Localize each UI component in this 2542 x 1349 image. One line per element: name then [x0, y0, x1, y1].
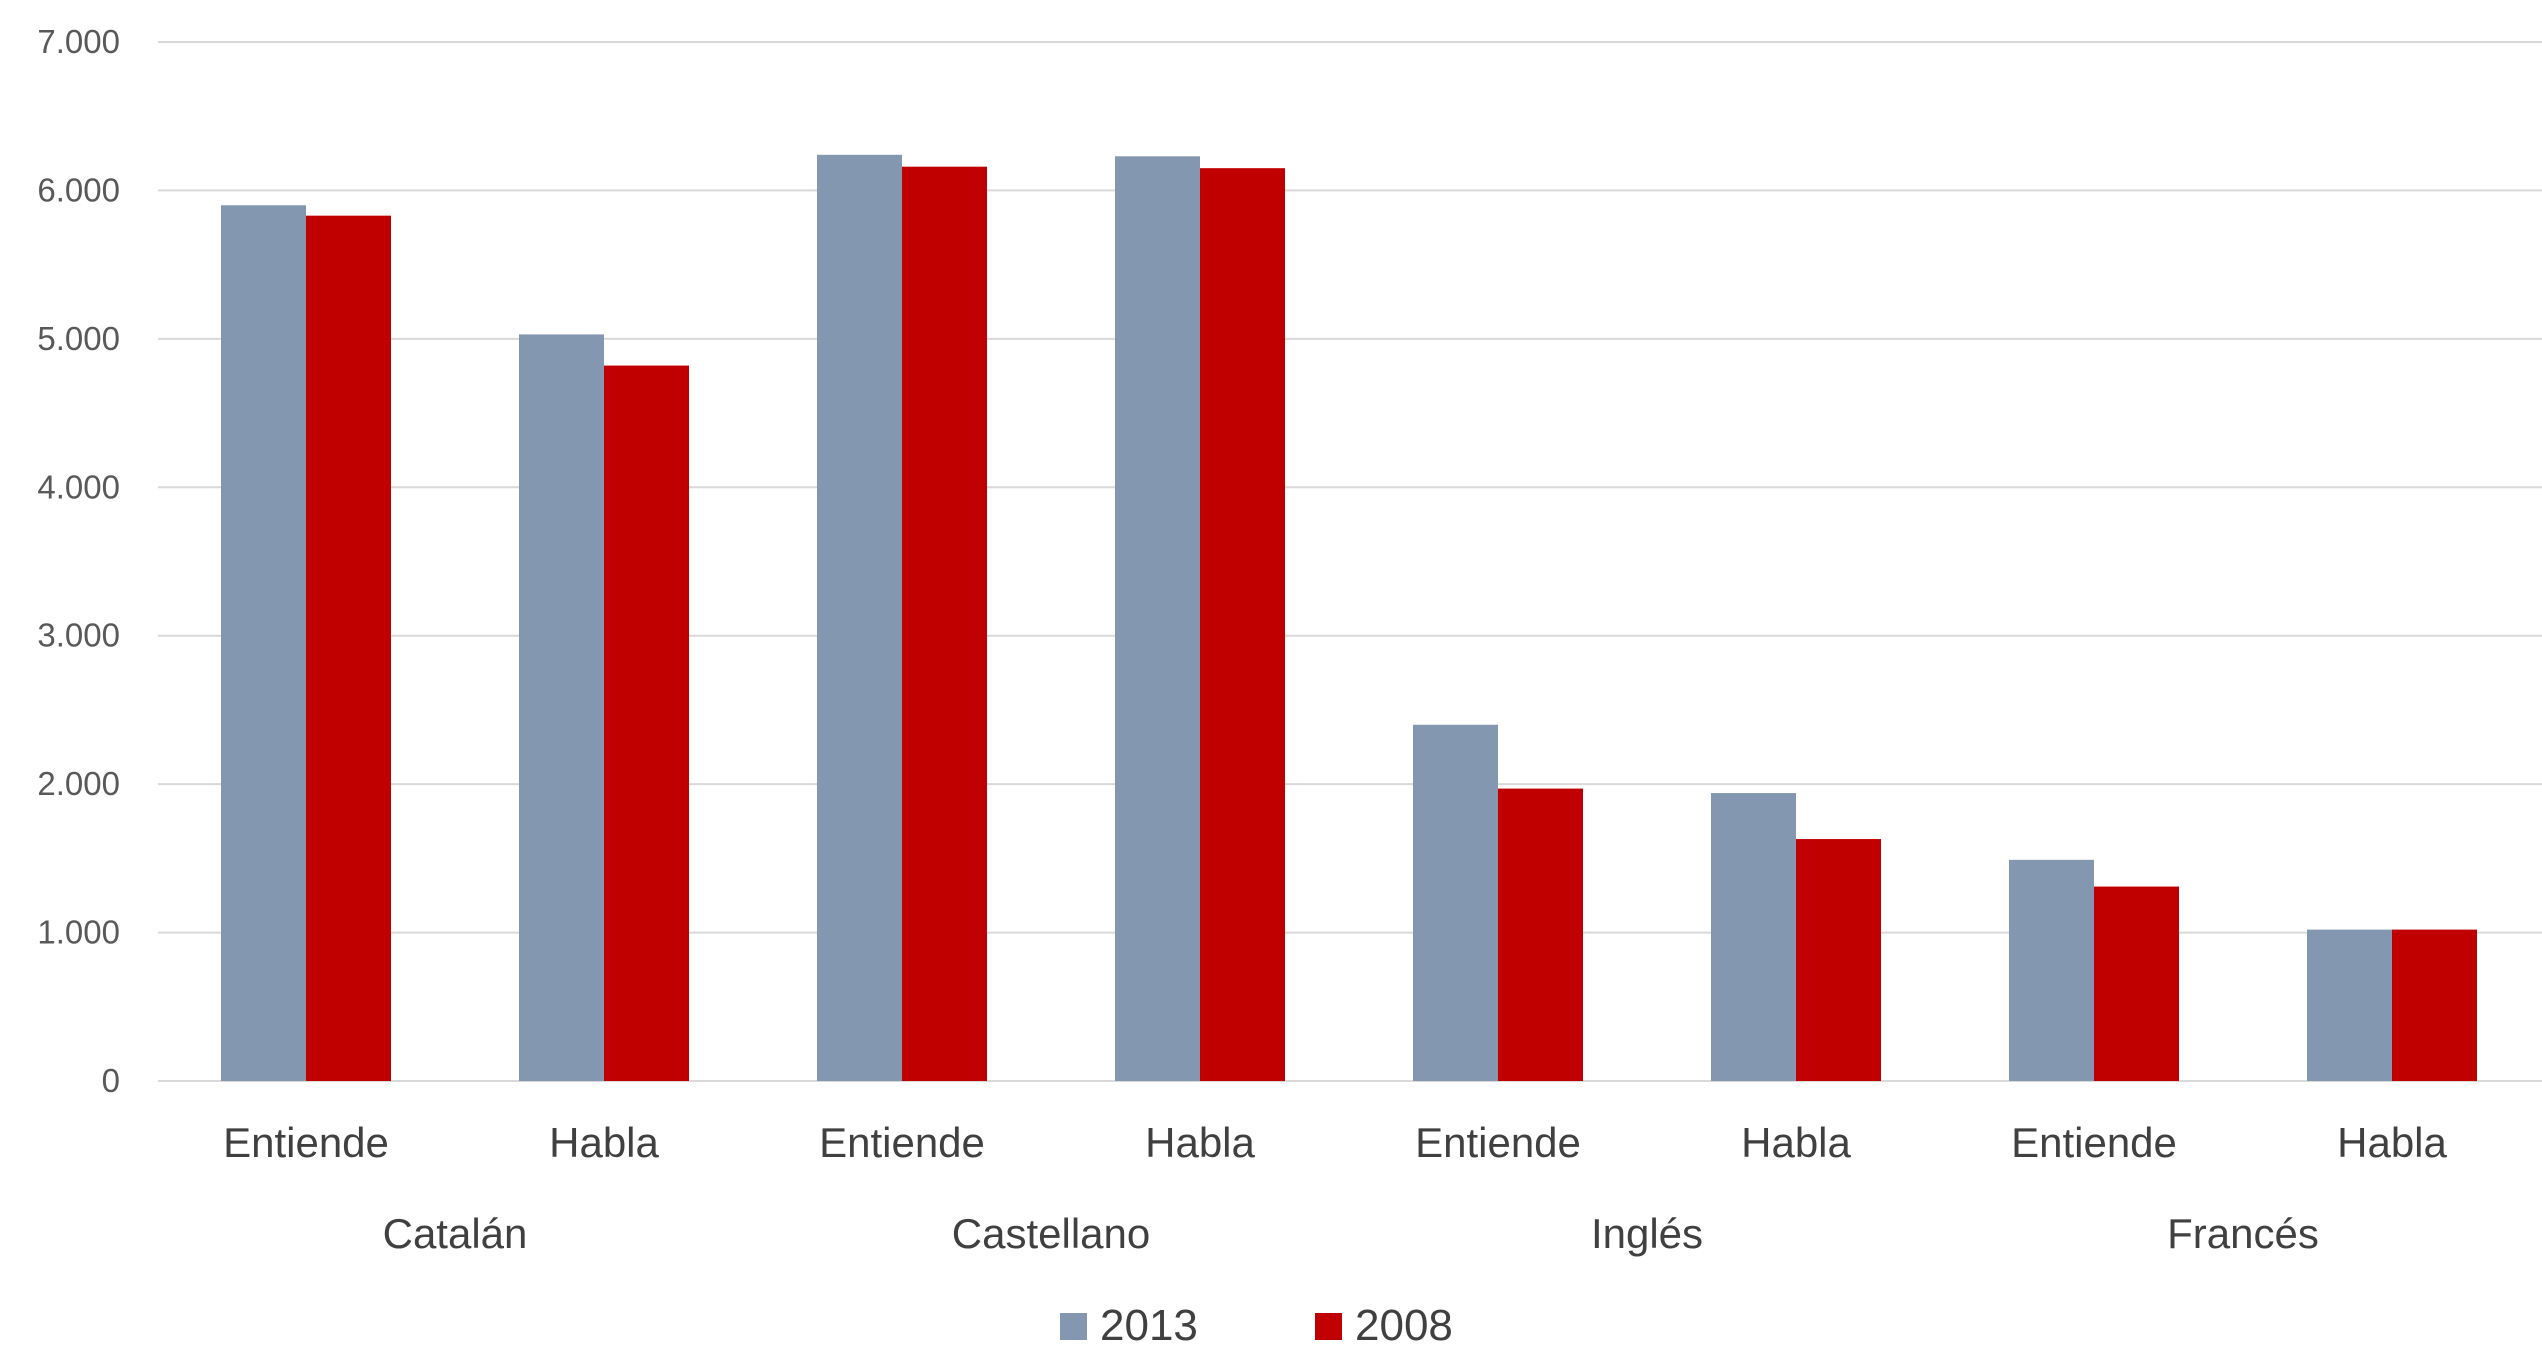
bar-2013-1 — [519, 334, 604, 1081]
bar-2008-7 — [2392, 929, 2477, 1081]
legend-label: 2013 — [1100, 1301, 1198, 1349]
bar-2008-5 — [1796, 839, 1881, 1081]
y-tick-label: 6.000 — [37, 171, 120, 208]
bar-2013-6 — [2009, 859, 2094, 1081]
x-group-label: Catalán — [383, 1210, 528, 1257]
x-category-label: Habla — [1741, 1119, 1851, 1166]
legend-swatch-2013 — [1060, 1313, 1087, 1340]
bar-2008-3 — [1200, 168, 1285, 1081]
bar-2013-4 — [1413, 724, 1498, 1081]
legend-label: 2008 — [1355, 1301, 1453, 1349]
legend: 2013 2008 — [1060, 1301, 1453, 1349]
x-group-label: Francés — [2167, 1210, 2319, 1257]
y-tick-label: 0 — [102, 1062, 120, 1099]
x-category-label: Habla — [1145, 1119, 1255, 1166]
bar-2013-0 — [221, 205, 306, 1081]
y-tick-label: 7.000 — [37, 23, 120, 60]
bar-2013-7 — [2307, 929, 2392, 1081]
x-category-label: Entiende — [1415, 1119, 1581, 1166]
legend-swatch-2008 — [1315, 1313, 1342, 1340]
gridlines — [158, 41, 2542, 934]
y-tick-label: 2.000 — [37, 765, 120, 802]
x-category-label: Entiende — [223, 1119, 389, 1166]
x-category-label: Entiende — [2011, 1119, 2177, 1166]
x-category-label: Habla — [549, 1119, 659, 1166]
x-group-label: Inglés — [1591, 1210, 1703, 1257]
y-tick-label: 4.000 — [37, 468, 120, 505]
bar-2013-5 — [1711, 793, 1796, 1081]
x-category-label: Habla — [2337, 1119, 2447, 1166]
axis-labels: 0 1.000 2.000 3.000 4.000 5.000 6.000 7.000 Enti… — [37, 23, 2447, 1257]
y-tick-label: 5.000 — [37, 320, 120, 357]
bar-2008-0 — [306, 215, 391, 1081]
bar-2008-6 — [2094, 886, 2179, 1081]
bar-2008-4 — [1498, 788, 1583, 1081]
x-group-label: Castellano — [952, 1210, 1150, 1257]
x-category-label: Entiende — [819, 1119, 985, 1166]
bar-2008-2 — [902, 166, 987, 1081]
bars — [221, 154, 2477, 1082]
bar-2013-3 — [1115, 156, 1200, 1082]
y-tick-label: 3.000 — [37, 617, 120, 654]
bar-2013-2 — [817, 154, 902, 1081]
bar-2008-1 — [604, 365, 689, 1081]
y-tick-label: 1.000 — [37, 914, 120, 951]
